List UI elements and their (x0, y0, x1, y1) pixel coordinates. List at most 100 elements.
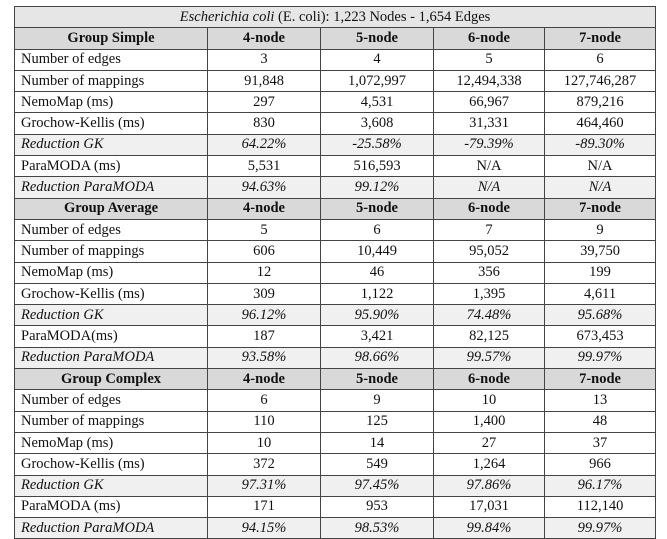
table-cell: 94.15% (207, 517, 321, 539)
table-cell: 127,746,287 (543, 69, 657, 93)
table-cell: 309 (207, 282, 321, 306)
table-cell: 14 (320, 431, 434, 455)
row-label: Number of mappings (14, 240, 208, 263)
table-cell: 112,140 (543, 495, 657, 519)
table-cell: 12 (207, 261, 321, 284)
row-label: ParaMODA (ms) (14, 495, 208, 519)
table-row: Reduction ParaMODA 93.58% 98.66% 99.57% 99.9… (14, 346, 657, 370)
table-cell: 13 (543, 389, 657, 412)
table-cell: 6 (543, 48, 657, 71)
table-cell: 830 (207, 112, 321, 135)
table-cell: 549 (320, 453, 434, 476)
table-cell: 93.58% (207, 346, 321, 370)
table-cell: 356 (433, 261, 545, 284)
row-label: Reduction GK (14, 133, 208, 157)
column-header: 5-node (320, 197, 434, 220)
row-label: Reduction ParaMODA (14, 517, 208, 539)
row-label: NemoMap (ms) (14, 91, 208, 114)
row-label: NemoMap (ms) (14, 431, 208, 455)
table-row: ParaMODA(ms) 187 3,421 82,125 673,453 (14, 325, 657, 348)
table-cell: 125 (320, 410, 434, 433)
table-cell: 464,460 (543, 112, 657, 135)
table-cell: -25.58% (320, 133, 434, 157)
table-cell: 297 (207, 91, 321, 114)
table-cell: 4,611 (543, 282, 657, 306)
table-cell: 99.84% (433, 517, 545, 539)
table-cell: 98.53% (320, 517, 434, 539)
table-cell: 966 (543, 453, 657, 476)
table-cell: 91,848 (207, 69, 321, 93)
table-row: Number of edges 5 6 7 9 (14, 218, 657, 242)
group-title: Group Complex (14, 368, 208, 391)
table-cell: 98.66% (320, 346, 434, 370)
caption-species: Escherichia coli (179, 8, 275, 25)
row-label: Reduction GK (14, 304, 208, 327)
table-cell: 96.12% (207, 304, 321, 327)
table-cell: N/A (543, 155, 657, 178)
table-cell: 187 (207, 325, 321, 348)
table-caption: Escherichia coli (E. coli): 1,223 Nodes … (13, 5, 657, 29)
table-cell: N/A (433, 155, 545, 178)
row-label: Number of mappings (14, 410, 208, 433)
table-cell: 5 (433, 48, 545, 71)
table-cell: 95,052 (433, 240, 545, 263)
column-header: 4-node (207, 197, 321, 220)
caption-stats: (E. coli): 1,223 Nodes - 1,654 Edges (274, 8, 491, 25)
table-cell: 99.57% (433, 346, 545, 370)
table-cell: 5,531 (207, 155, 321, 178)
table-row: Number of mappings 91,848 1,072,997 12,494,… (14, 69, 657, 93)
table-row: ParaMODA (ms) 5,531 516,593 N/A N/A (14, 155, 657, 178)
table-row: Reduction GK 64.22% -25.58% -79.39% -89.30% (14, 133, 657, 157)
row-label: Reduction ParaMODA (14, 176, 208, 199)
table-cell: 4,531 (320, 91, 434, 114)
table-cell: 99.97% (543, 346, 657, 370)
table-row: Number of mappings 606 10,449 95,052 39,750 (14, 240, 657, 263)
table-cell: 97.31% (207, 474, 321, 497)
row-label: Reduction GK (14, 474, 208, 497)
table-cell: 95.90% (320, 304, 434, 327)
table-cell: 94.63% (207, 176, 321, 199)
table-cell: 953 (320, 495, 434, 519)
table-row: Reduction ParaMODA 94.63% 99.12% N/A N/A (14, 176, 657, 199)
table-row: Reduction ParaMODA 94.15% 98.53% 99.84% 99.9… (14, 517, 657, 539)
column-header: 5-node (320, 368, 434, 391)
table-cell: 17,031 (433, 495, 545, 519)
table-cell: 10 (433, 389, 545, 412)
row-label: Grochow-Kellis (ms) (14, 282, 208, 306)
row-label: Reduction ParaMODA (14, 346, 208, 370)
table-cell: 66,967 (433, 91, 545, 114)
table-cell: 9 (543, 218, 657, 242)
table-cell: N/A (543, 176, 657, 199)
table-cell: -89.30% (543, 133, 657, 157)
group-title: Group Simple (14, 27, 208, 50)
group-header-row: Group Simple 4-node 5-node 6-node 7-node (14, 27, 657, 50)
table-row: ParaMODA (ms) 171 953 17,031 112,140 (14, 495, 657, 519)
column-header: 6-node (433, 27, 545, 50)
table-row: Number of edges 6 9 10 13 (14, 389, 657, 412)
table-cell: 1,400 (433, 410, 545, 433)
table-cell: 5 (207, 218, 321, 242)
table-cell: 171 (207, 495, 321, 519)
row-label: ParaMODA (ms) (14, 155, 208, 178)
table-cell: 46 (320, 261, 434, 284)
column-header: 4-node (207, 368, 321, 391)
row-label: Number of mappings (14, 69, 208, 93)
table-cell: 110 (207, 410, 321, 433)
table-cell: 7 (433, 218, 545, 242)
column-header: 7-node (543, 368, 657, 391)
table-row: Number of edges 3 4 5 6 (14, 48, 657, 71)
table-body: Escherichia coli (E. coli): 1,223 Nodes … (13, 5, 657, 539)
table-cell: 97.45% (320, 474, 434, 497)
column-header: 5-node (320, 27, 434, 50)
table-cell: 95.68% (543, 304, 657, 327)
table-cell: 879,216 (543, 91, 657, 114)
table-cell: 1,264 (433, 453, 545, 476)
table-cell: 372 (207, 453, 321, 476)
table-row: NemoMap (ms) 10 14 27 37 (14, 431, 657, 455)
row-label: ParaMODA(ms) (14, 325, 208, 348)
row-label: Number of edges (14, 389, 208, 412)
table-cell: 48 (543, 410, 657, 433)
group-title: Group Average (14, 197, 208, 220)
table-cell: 606 (207, 240, 321, 263)
